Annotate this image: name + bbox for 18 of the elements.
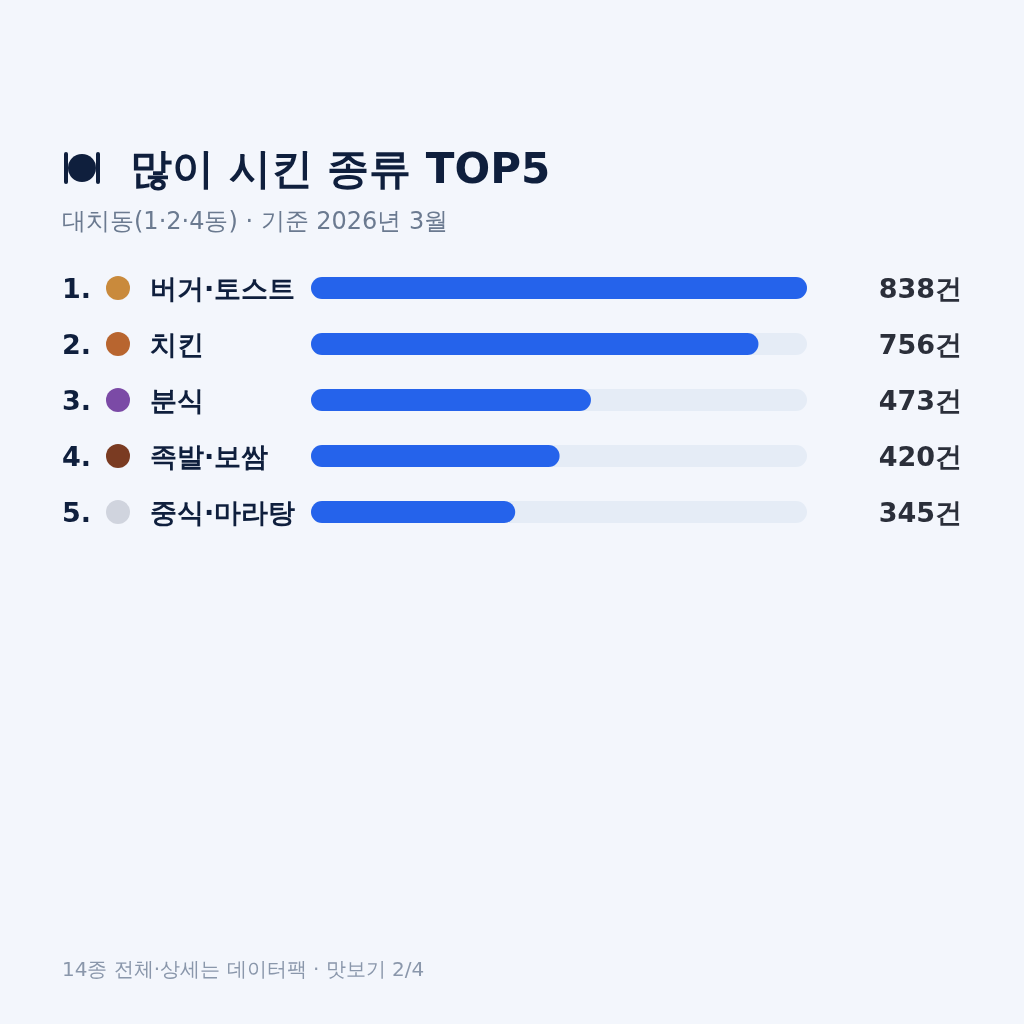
y-tick-label: 치킨	[150, 329, 204, 360]
text: 2.	[62, 329, 92, 360]
data-label: 838건	[878, 273, 962, 304]
text: 3.	[62, 385, 92, 416]
data-label: 756건	[878, 329, 962, 360]
text: 4.	[62, 441, 92, 472]
data-label: 345건	[878, 497, 962, 528]
text: 5.	[62, 497, 92, 528]
text: 14종 전체·상세는 데이터팩 · 맛보기 2/4	[62, 957, 425, 981]
y-tick-label: 버거·토스트	[150, 273, 296, 304]
y-tick-label: 족발·보쌈	[150, 441, 269, 472]
data-label: 420건	[878, 441, 962, 472]
text: 1.	[62, 273, 92, 304]
y-tick-label: 중식·마라탕	[150, 497, 296, 528]
chart-title: 많이 시킨 종류 TOP5	[130, 144, 551, 193]
chart-subtitle: 대치동(1·2·4동) · 기준 2026년 3월	[62, 207, 449, 235]
y-tick-label: 분식	[150, 385, 204, 416]
data-label: 473건	[878, 385, 962, 416]
